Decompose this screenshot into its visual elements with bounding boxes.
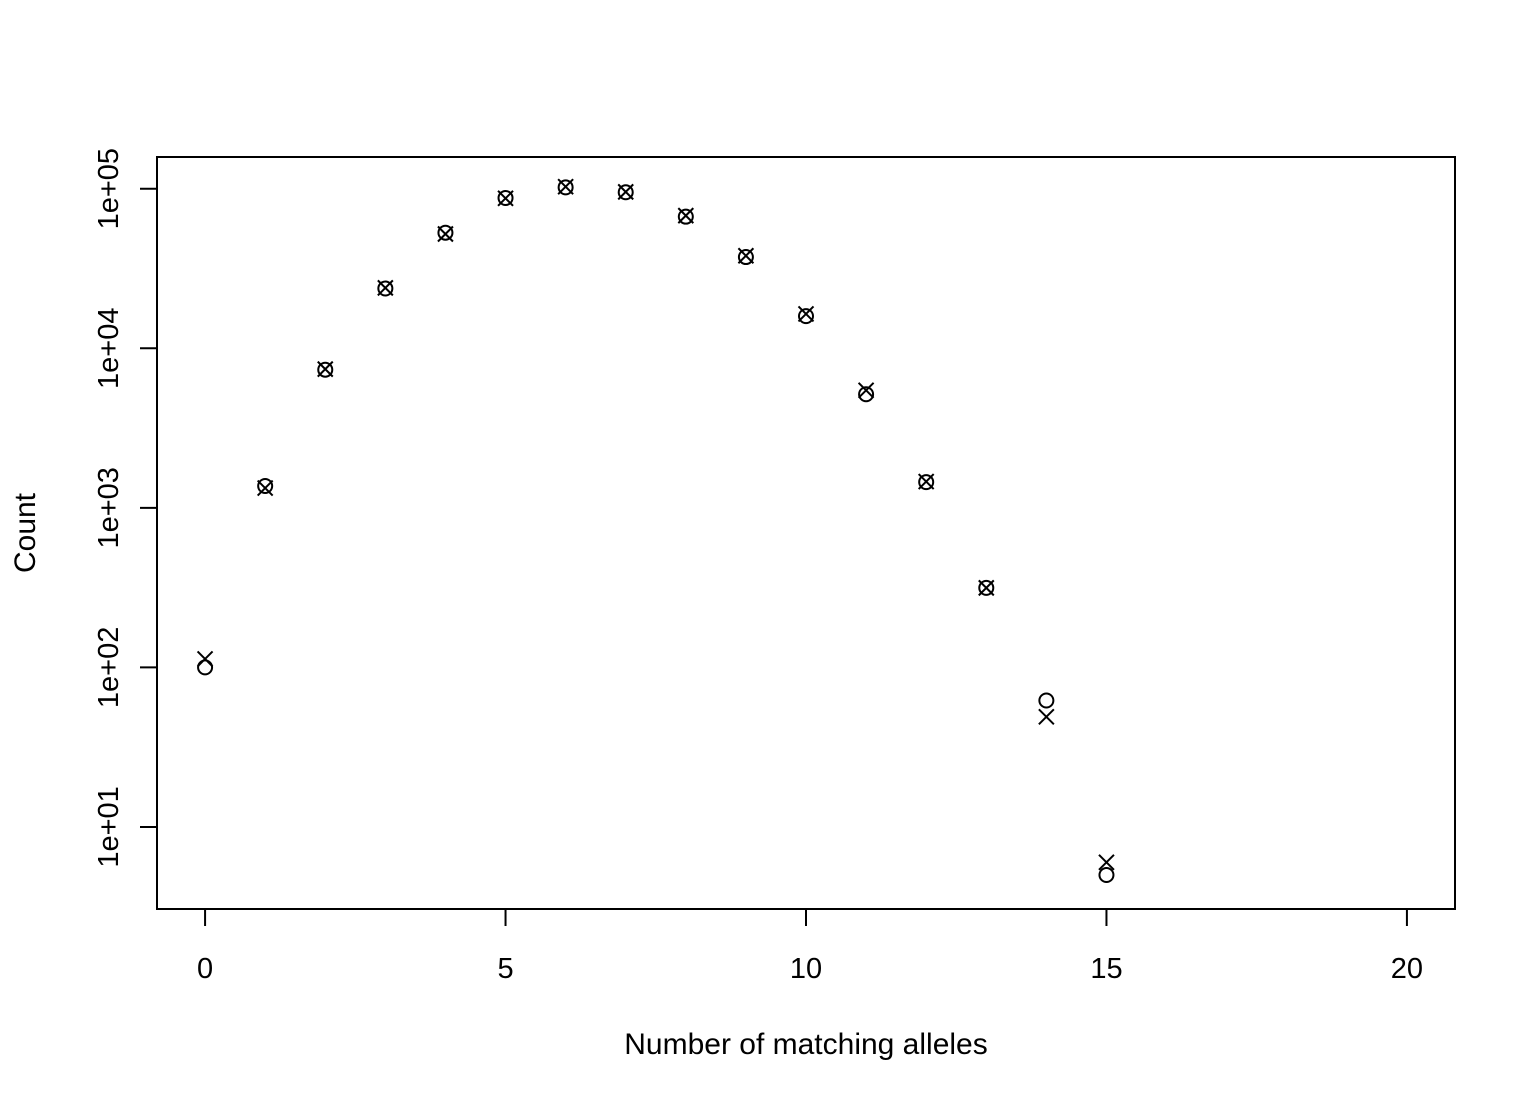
point-circle — [798, 308, 814, 325]
data-points — [196, 178, 1115, 883]
y-tick-label: 1e+05 — [93, 148, 125, 229]
point-cross — [978, 579, 995, 597]
point-cross — [377, 279, 394, 297]
point-circle — [197, 659, 214, 676]
point-circle — [557, 179, 574, 196]
point-cross — [497, 190, 514, 207]
y-tick-label: 1e+03 — [93, 467, 125, 548]
plot-frame — [156, 156, 1456, 910]
x-tick-label: 0 — [197, 953, 213, 985]
point-circle — [497, 189, 514, 206]
point-cross — [1098, 854, 1115, 871]
x-tick-label: 5 — [497, 953, 513, 985]
point-cross — [857, 382, 875, 399]
point-circle — [437, 224, 454, 241]
point-cross — [917, 473, 935, 490]
y-axis: 1e+01 1e+02 1e+03 1e+04 1e+05 — [93, 148, 158, 868]
point-circle — [1098, 866, 1115, 883]
point-circle — [858, 386, 875, 403]
y-axis-label: Count — [9, 492, 42, 573]
point-circle — [978, 579, 995, 596]
point-cross — [737, 247, 755, 264]
point-cross — [196, 650, 214, 668]
point-cross — [1038, 708, 1055, 726]
point-circle — [617, 184, 634, 201]
y-tick-label: 1e+02 — [93, 627, 125, 708]
point-circle — [317, 361, 334, 378]
point-circle — [918, 474, 935, 491]
point-cross — [317, 360, 334, 378]
point-circle — [677, 208, 694, 225]
point-cross — [677, 207, 695, 224]
point-cross — [256, 479, 274, 497]
point-circle — [737, 249, 754, 266]
x-tick-label: 15 — [1090, 953, 1122, 985]
x-axis-label: Number of matching alleles — [624, 1028, 988, 1061]
x-axis: 0 5 10 15 20 — [197, 908, 1423, 985]
point-cross — [797, 305, 815, 323]
x-tick-label: 20 — [1391, 953, 1423, 985]
point-cross — [557, 178, 574, 195]
y-tick-label: 1e+01 — [93, 786, 125, 867]
point-circle — [257, 478, 274, 495]
point-circle — [1038, 692, 1055, 709]
point-circle — [377, 280, 394, 297]
y-tick-label: 1e+04 — [93, 308, 125, 389]
point-cross — [437, 225, 454, 243]
x-tick-label: 10 — [790, 953, 822, 985]
point-cross — [617, 183, 634, 201]
